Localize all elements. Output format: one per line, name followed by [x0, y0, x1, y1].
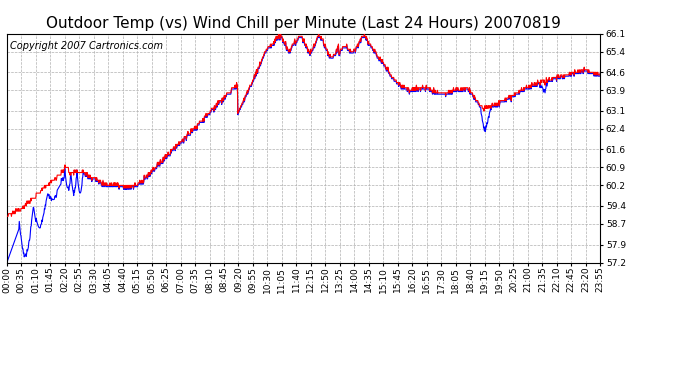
Title: Outdoor Temp (vs) Wind Chill per Minute (Last 24 Hours) 20070819: Outdoor Temp (vs) Wind Chill per Minute …	[46, 16, 561, 31]
Text: Copyright 2007 Cartronics.com: Copyright 2007 Cartronics.com	[10, 40, 163, 51]
